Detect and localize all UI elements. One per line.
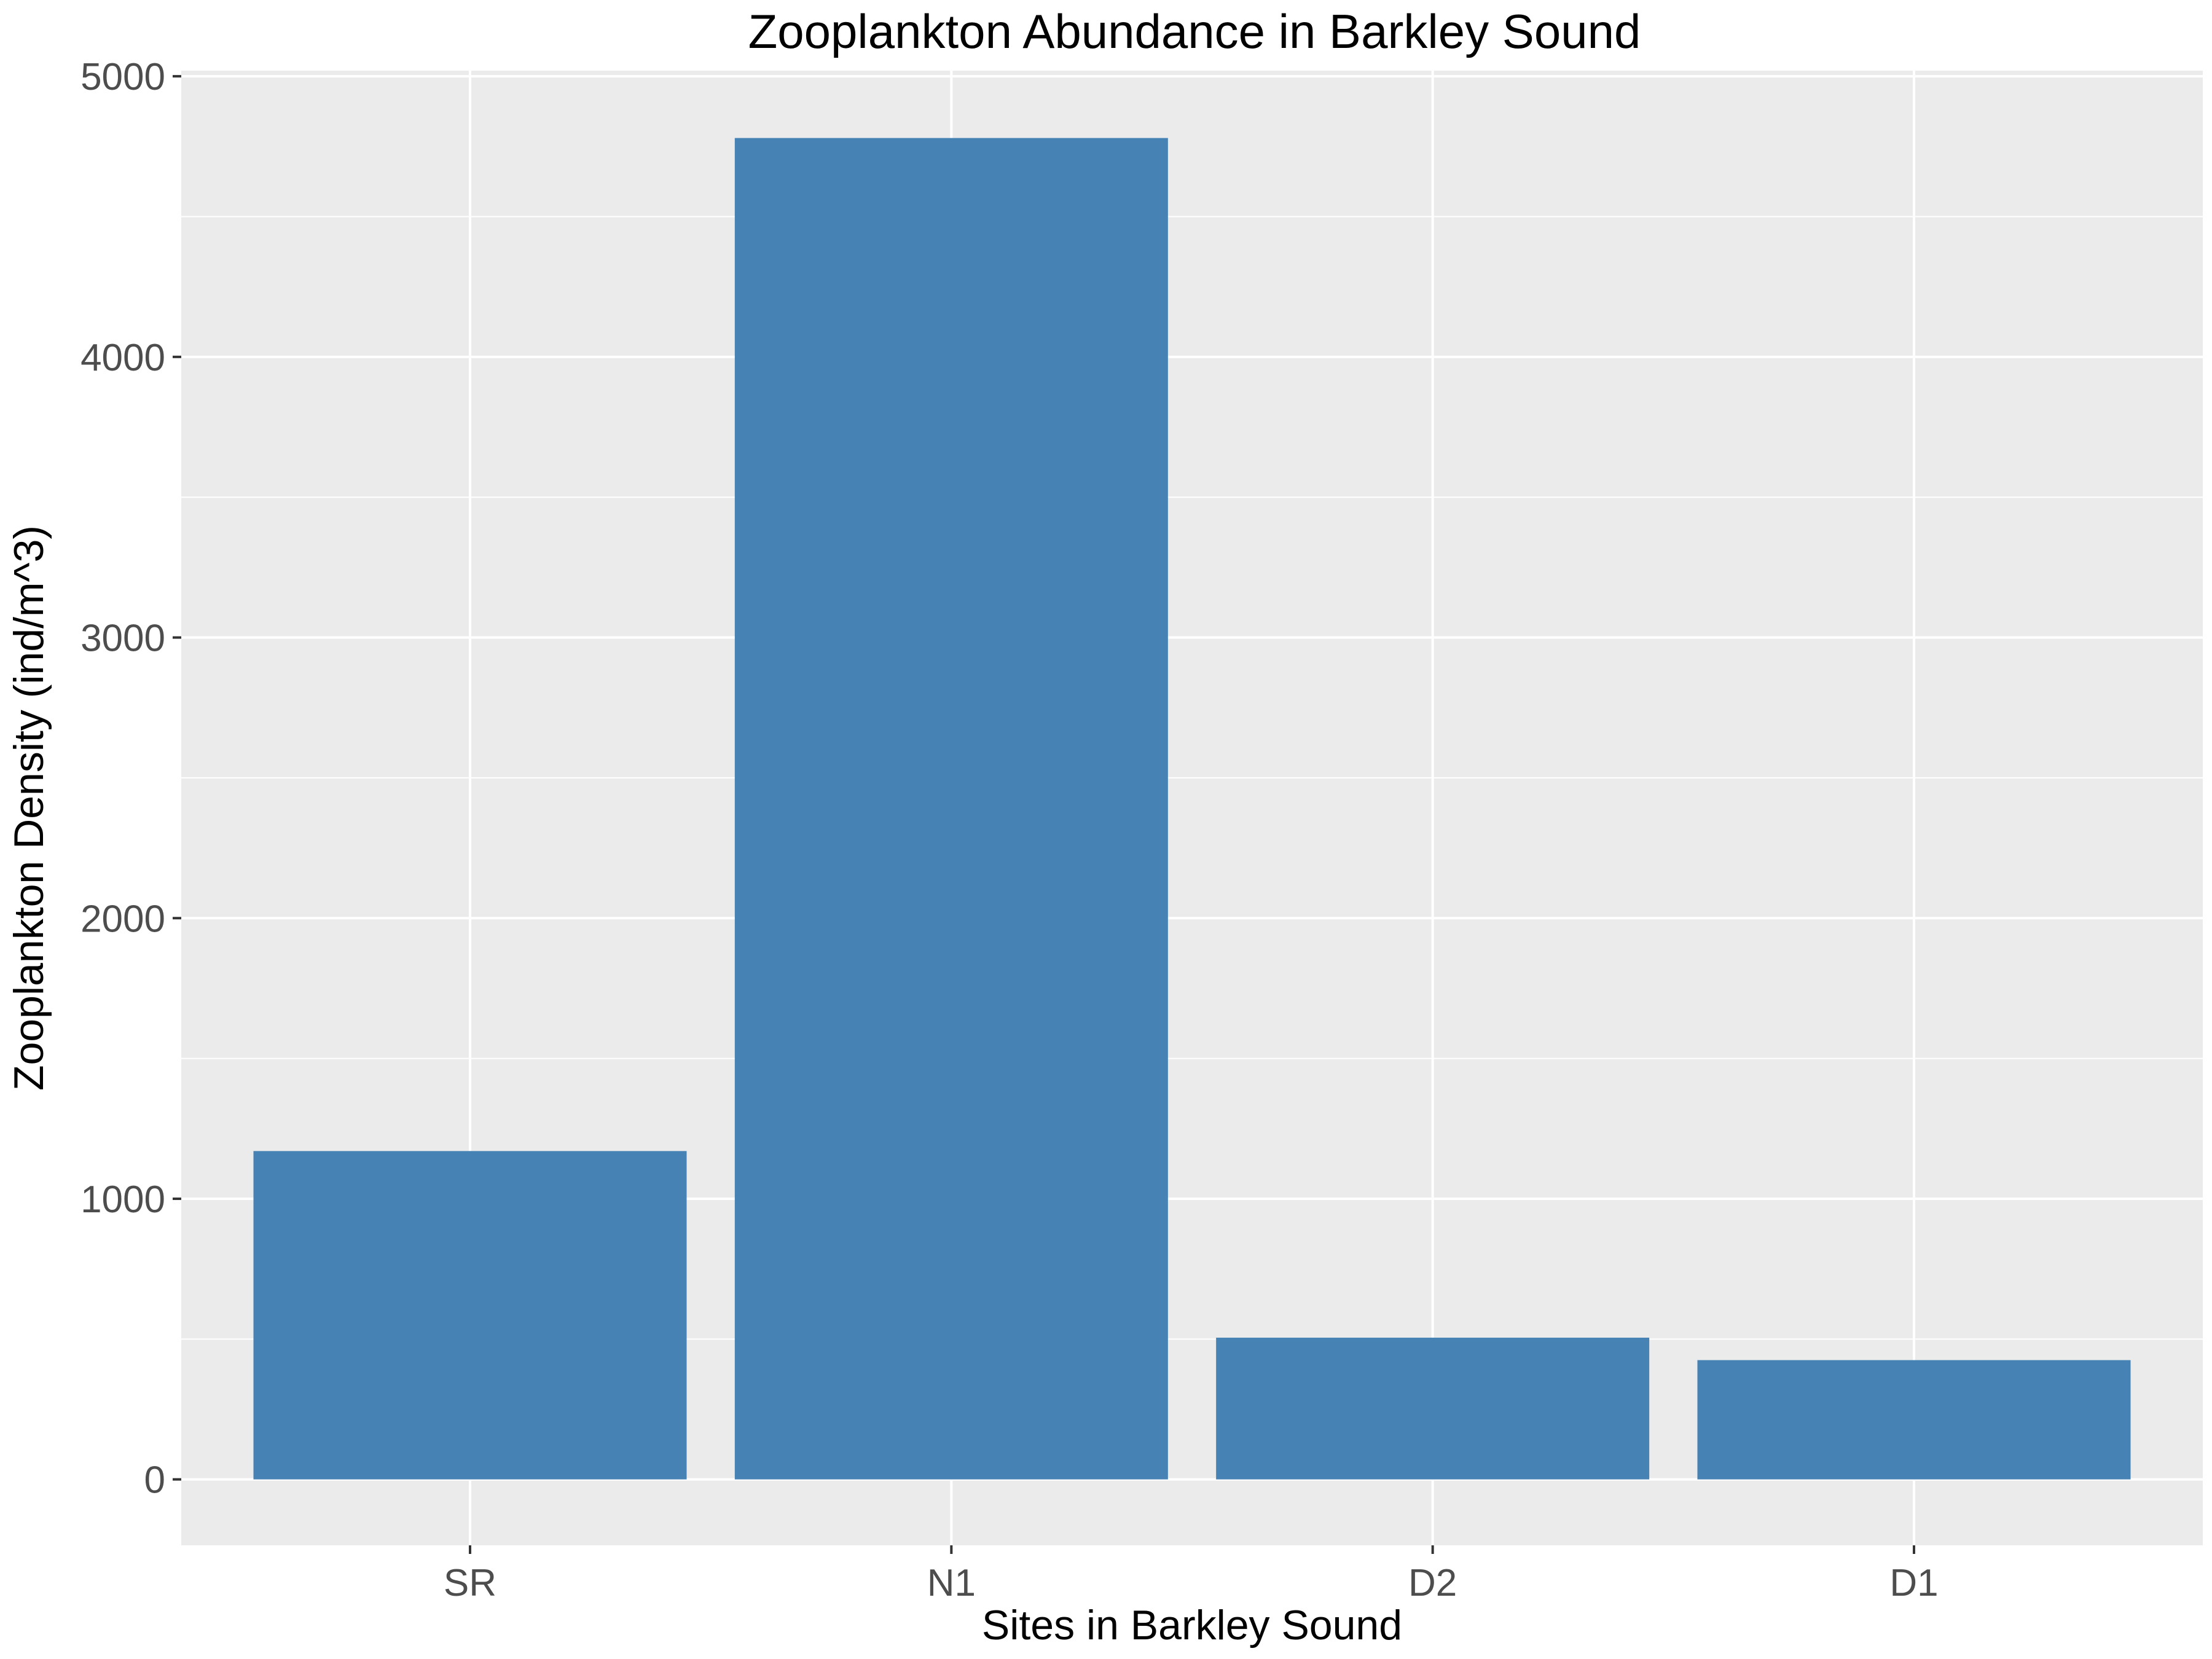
bar-n1	[734, 138, 1168, 1480]
y-axis-title: Zooplankton Density (ind/m^3)	[6, 525, 52, 1091]
bar-d2	[1216, 1338, 1650, 1480]
x-tick-label: SR	[444, 1562, 496, 1604]
y-tick-label: 2000	[80, 898, 165, 940]
y-axis: 0 1000 2000 3000 4000 5000	[80, 56, 181, 1502]
y-tick-label: 3000	[80, 618, 165, 660]
x-tick-label: D1	[1889, 1562, 1938, 1604]
y-tick-label: 5000	[80, 56, 165, 98]
x-axis: SR N1 D2 D1	[444, 1545, 1939, 1604]
y-tick-label: 4000	[80, 337, 165, 379]
x-tick-label: D2	[1408, 1562, 1457, 1604]
major-gridlines	[181, 71, 2203, 1545]
chart-title: Zooplankton Abundance in Barkley Sound	[748, 4, 1641, 58]
y-tick-label: 1000	[80, 1179, 165, 1221]
x-axis-title: Sites in Barkley Sound	[982, 1602, 1402, 1649]
bar-sr	[253, 1151, 687, 1480]
x-tick-label: N1	[927, 1562, 976, 1604]
y-tick-label: 0	[144, 1459, 165, 1502]
bars	[253, 138, 2131, 1480]
bar-d1	[1697, 1360, 2131, 1480]
